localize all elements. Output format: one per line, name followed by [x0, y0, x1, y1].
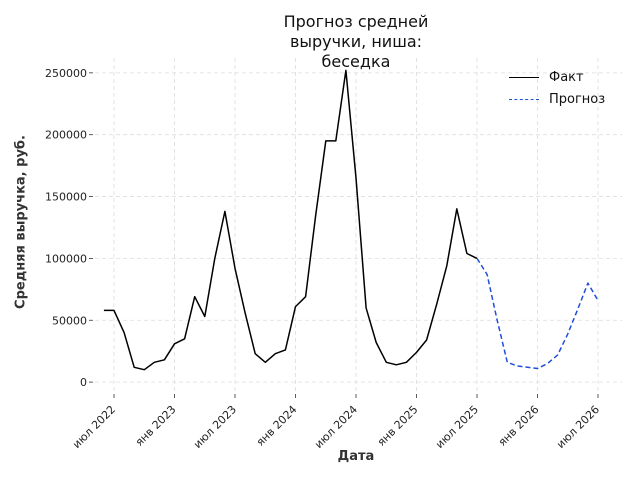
legend-item-fact: Факт [509, 66, 605, 88]
x-tick-label: июл 2022 [70, 403, 118, 451]
x-tick-label: июл 2025 [433, 403, 481, 451]
series-line-forecast [476, 258, 599, 370]
x-tick-label: янв 2026 [496, 403, 542, 449]
y-tick-label: 250000 [45, 67, 87, 80]
y-tick-label: 0 [80, 376, 87, 389]
legend-swatch-forecast [509, 98, 539, 100]
legend-swatch-fact [509, 76, 539, 78]
series-line-fact [103, 69, 478, 371]
y-tick-label: 50000 [52, 314, 87, 327]
y-axis-label: Средняя выручка, руб. [13, 135, 29, 309]
y-tick-label: 200000 [45, 129, 87, 142]
series-lines [103, 69, 599, 371]
x-tick-label: июл 2024 [312, 403, 360, 451]
x-tick-label: июл 2026 [554, 403, 602, 451]
legend-label-forecast: Прогноз [549, 91, 606, 107]
y-axis-ticks: 0 50000 100000 150000 200000 250000 [45, 67, 93, 389]
legend: Факт Прогноз [509, 66, 605, 110]
x-tick-label: янв 2025 [375, 403, 421, 449]
x-tick-label: янв 2023 [133, 403, 179, 449]
legend-label-fact: Факт [549, 69, 584, 85]
x-tick-label: июл 2023 [191, 403, 239, 451]
legend-item-forecast: Прогноз [509, 88, 605, 110]
grid-lines [95, 58, 622, 392]
y-tick-label: 150000 [45, 191, 87, 204]
x-axis-ticks: июл 2022 янв 2023 июл 2023 янв 2024 июл 2024… [70, 394, 602, 451]
y-tick-label: 100000 [45, 252, 87, 265]
chart-title: Прогноз средней выручки, ниша: беседка [283, 12, 429, 71]
x-tick-label: янв 2024 [254, 403, 300, 449]
x-axis-label: Дата [337, 449, 375, 464]
